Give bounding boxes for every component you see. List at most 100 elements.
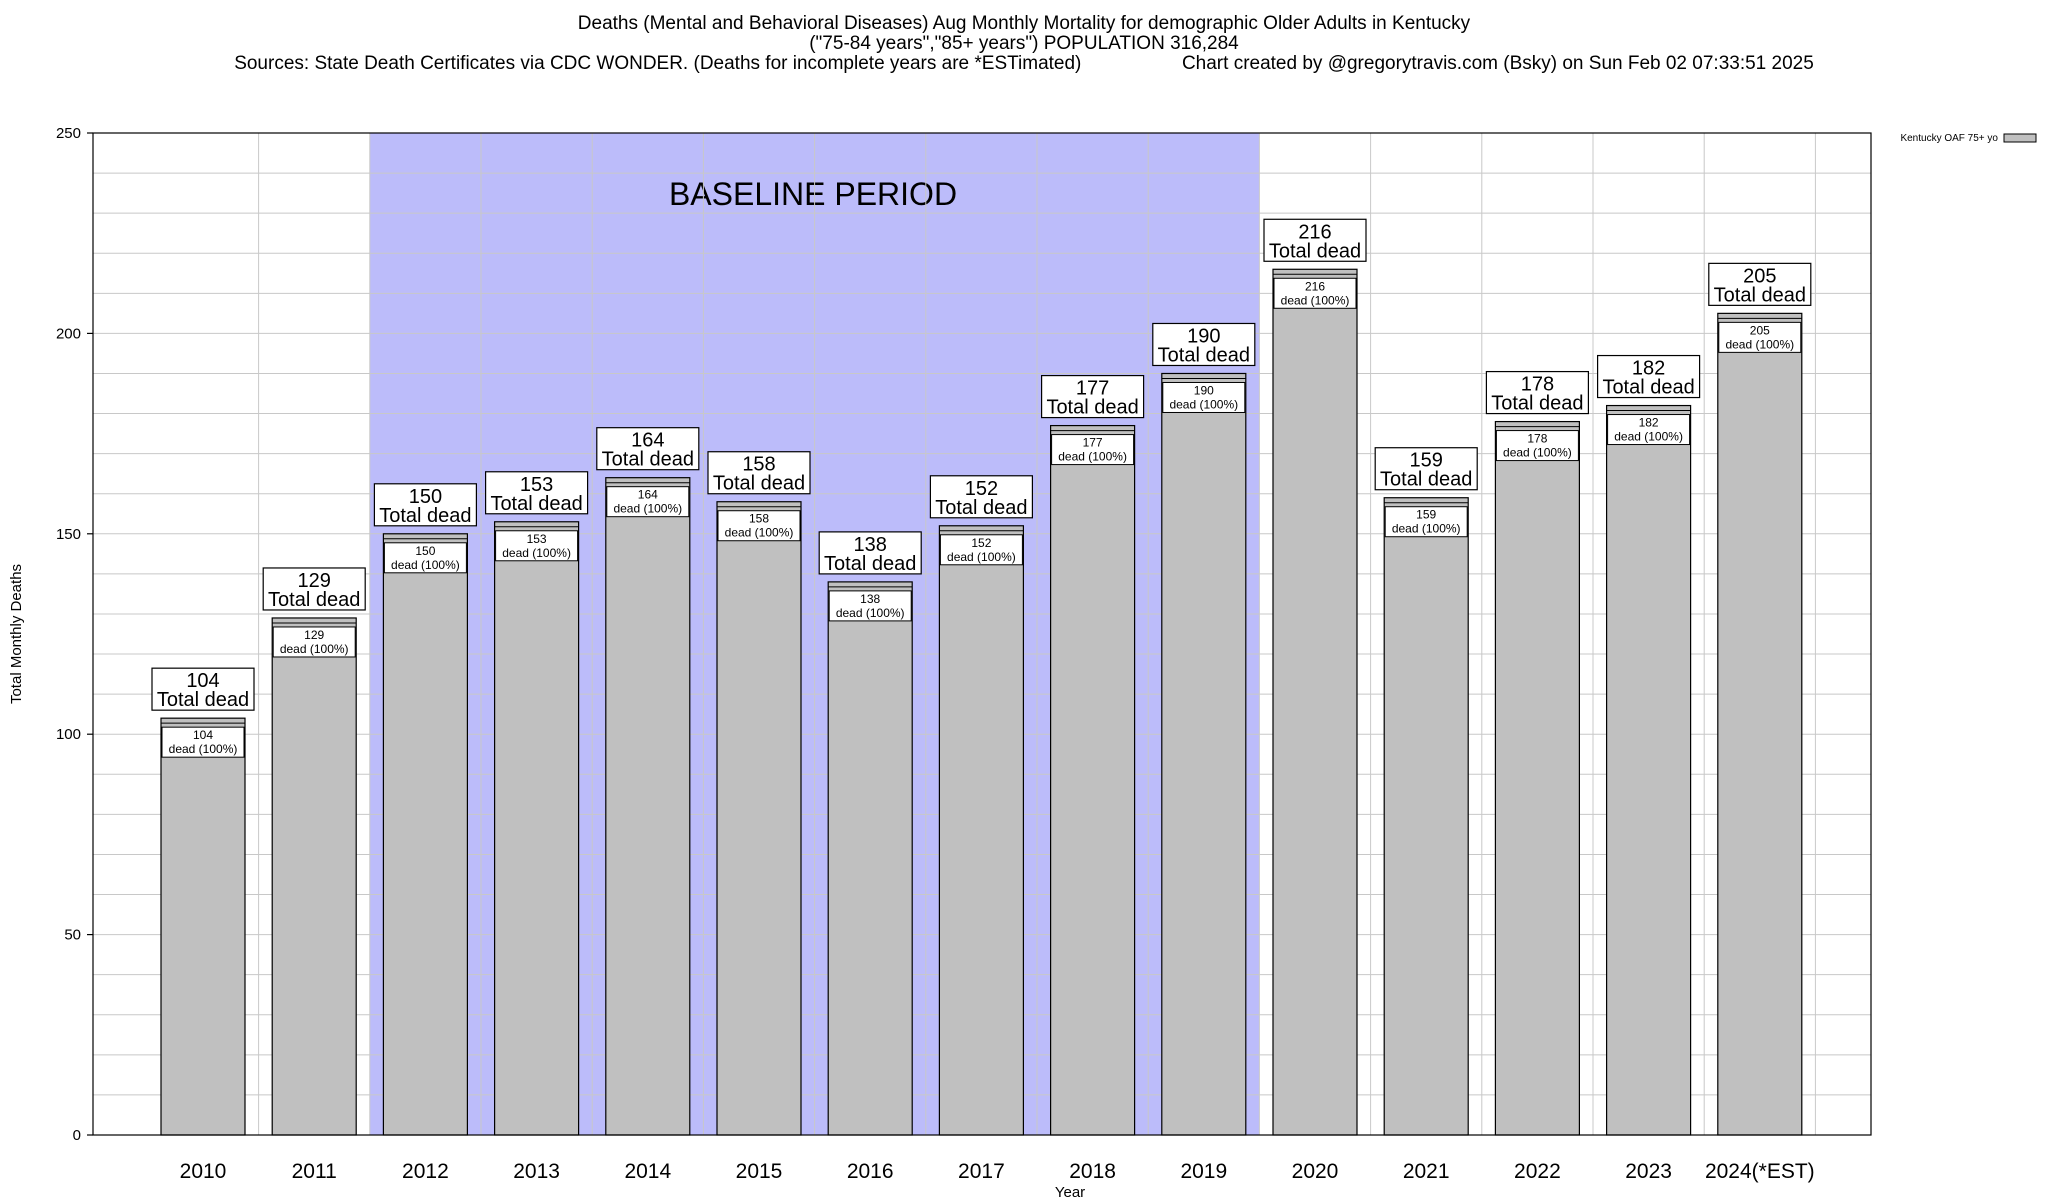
- bar: [1383, 497, 1469, 1136]
- bar-total-label-box: [1152, 322, 1256, 367]
- bar-inner-caption: dead (100%): [1169, 397, 1238, 411]
- baseline-period-label: BASELINE PERIOD: [669, 176, 957, 212]
- bar-inner-caption: dead (100%): [947, 550, 1016, 564]
- bar-inner-caption: dead (100%): [502, 546, 571, 560]
- bar-total-caption: Total dead: [1380, 469, 1472, 491]
- y-tick-label: 0: [73, 1127, 81, 1144]
- bar-total-label-box: [485, 471, 589, 515]
- bar-inner-value: 129: [304, 628, 324, 642]
- legend-label: Kentucky OAF 75+ yo: [1900, 133, 1998, 144]
- bar-inner-label-box: [1384, 506, 1468, 538]
- chart-title-line2: ("75-84 years","85+ years") POPULATION 3…: [809, 33, 1239, 54]
- bar-total-caption: Total dead: [824, 553, 916, 575]
- bar-inner-label-box: [1607, 414, 1691, 446]
- bar-total-value: 190: [1187, 325, 1220, 347]
- chart-sources: Sources: State Death Certificates via CD…: [234, 53, 1082, 74]
- bar-total-label-box: [818, 531, 922, 575]
- bar: [938, 525, 1025, 1136]
- bar-inner-value: 158: [749, 512, 769, 526]
- y-tick-label: 250: [56, 125, 81, 142]
- bar-total-caption: Total dead: [935, 497, 1027, 519]
- bar-inner-caption: dead (100%): [1503, 446, 1572, 460]
- bar-total-caption: Total dead: [1602, 377, 1694, 399]
- bar-total-caption: Total dead: [1714, 284, 1806, 306]
- chart-sources-line: Sources: State Death Certificates via CD…: [0, 54, 2048, 74]
- bar-total-label-box: [1040, 374, 1145, 419]
- bar-inner-caption: dead (100%): [836, 606, 905, 620]
- chart-title-block: Deaths (Mental and Behavioral Diseases) …: [0, 14, 2048, 74]
- bar-total-label-box: [1374, 447, 1478, 491]
- bar: [1161, 372, 1247, 1136]
- bar-inner-label-box: [939, 534, 1023, 566]
- bar-total-value: 150: [409, 486, 442, 508]
- bar-total-value: 216: [1298, 221, 1331, 243]
- bar-total-value: 182: [1632, 358, 1665, 380]
- bar-total-caption: Total dead: [1158, 344, 1250, 366]
- bar-total-value: 164: [631, 430, 664, 452]
- x-tick-label: 2013: [513, 1160, 560, 1183]
- bar: [1494, 420, 1581, 1136]
- bar-inner-value: 182: [1639, 416, 1659, 430]
- bar: [1717, 312, 1803, 1136]
- y-axis-label: Total Monthly Deaths: [8, 564, 25, 704]
- bar-total-value: 138: [854, 534, 887, 556]
- x-tick-label: 2017: [958, 1160, 1005, 1183]
- bar-total-value: 158: [742, 454, 775, 476]
- bar-total-value: 178: [1521, 374, 1554, 396]
- x-tick-label: 2024(*EST): [1705, 1160, 1815, 1183]
- bar-total-caption: Total dead: [1491, 393, 1583, 415]
- bar-inner-label-box: [1718, 321, 1802, 353]
- bar: [605, 477, 691, 1136]
- y-tick-label: 150: [56, 526, 81, 543]
- bar-total-label-box: [373, 483, 477, 527]
- bar-inner-label-box: [606, 486, 690, 518]
- bar-total-caption: Total dead: [602, 449, 694, 471]
- bar-total-caption: Total dead: [1046, 397, 1138, 419]
- bar-inner-value: 177: [1083, 436, 1103, 450]
- bar-inner-value: 216: [1305, 279, 1325, 293]
- chart-title-line1: Deaths (Mental and Behavioral Diseases) …: [577, 13, 1471, 34]
- bar-inner-label-box: [1162, 381, 1246, 413]
- bar-total-label-box: [1596, 354, 1701, 399]
- bar-inner-value: 150: [415, 544, 435, 558]
- y-tick-label: 200: [56, 325, 81, 342]
- bar-inner-caption: dead (100%): [391, 558, 460, 572]
- legend-swatch: [2003, 133, 2037, 143]
- x-tick-label: 2010: [180, 1160, 227, 1183]
- bar-inner-label-box: [717, 510, 801, 542]
- bar-total-value: 152: [965, 478, 998, 500]
- x-tick-label: 2016: [847, 1160, 894, 1183]
- bar-inner-value: 104: [193, 728, 213, 742]
- bar-inner-label-box: [1495, 430, 1579, 462]
- bar: [1272, 268, 1358, 1136]
- bar-total-label-box: [262, 567, 366, 611]
- bar-inner-label-box: [495, 530, 579, 562]
- bar-total-value: 159: [1410, 450, 1443, 472]
- plot-frame: [92, 132, 1872, 1136]
- bar-inner-caption: dead (100%): [725, 526, 794, 540]
- bar-total-caption: Total dead: [268, 589, 360, 611]
- bar: [1049, 424, 1136, 1136]
- bar-inner-value: 164: [638, 488, 658, 502]
- bar: [271, 617, 357, 1136]
- bar-total-label-box: [1263, 218, 1367, 262]
- bar-total-caption: Total dead: [379, 505, 471, 527]
- x-tick-label: 2014: [624, 1160, 671, 1183]
- bar-inner-label-box: [1051, 434, 1135, 466]
- bar-total-label-box: [596, 427, 700, 471]
- bar-total-caption: Total dead: [157, 689, 249, 711]
- bar-inner-label-box: [1273, 277, 1357, 309]
- bar-total-label-box: [1485, 370, 1590, 415]
- bar-inner-value: 152: [971, 536, 991, 550]
- bar-total-label-box: [707, 451, 811, 495]
- y-tick-label: 100: [56, 726, 81, 743]
- bar-total-label-box: [1708, 262, 1812, 306]
- bar-inner-value: 190: [1194, 383, 1214, 397]
- bar-total-value: 129: [298, 570, 331, 592]
- x-axis-label: Year: [1055, 1184, 1085, 1200]
- x-tick-label: 2019: [1180, 1160, 1227, 1183]
- x-tick-label: 2012: [402, 1160, 449, 1183]
- x-tick-label: 2021: [1403, 1160, 1450, 1183]
